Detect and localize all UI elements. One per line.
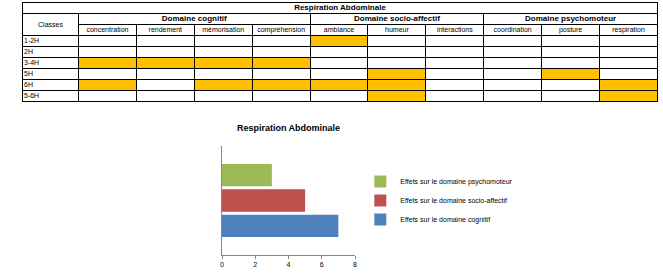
html-text:Domaine cognitif: Domaine cognitif <box>161 14 227 23</box>
svg-text:Effets sur le domaine psychomo: Effets sur le domaine psychomoteur <box>400 178 512 186</box>
html-text:1-2H: 1-2H <box>24 37 40 44</box>
html-text:respiration: respiration <box>612 26 645 33</box>
html-text:Respiration Abdominale: Respiration Abdominale <box>294 3 386 12</box>
svg-text:Effets sur le domaine cognitif: Effets sur le domaine cognitif <box>400 216 490 224</box>
html-text:Domaine psychomoteur: Domaine psychomoteur <box>525 14 617 23</box>
svg-text:Respiration Abdominale: Respiration Abdominale <box>237 123 340 133</box>
html-text:concentration: concentration <box>86 26 129 33</box>
svg-text:4: 4 <box>287 261 291 268</box>
html-text:compréhension: compréhension <box>257 26 305 33</box>
html-text:mémorisation: mémorisation <box>202 26 245 33</box>
html-text:ambiance: ambiance <box>323 26 355 33</box>
svg-text:0: 0 <box>220 261 224 268</box>
svg-text:2: 2 <box>253 261 257 268</box>
html-text:5-6H: 5-6H <box>24 92 40 99</box>
svg-text:8: 8 <box>353 261 357 268</box>
html-text:5H: 5H <box>24 70 33 77</box>
html-text:rendement: rendement <box>148 26 183 33</box>
html-text:interactions: interactions <box>436 26 473 33</box>
svg-text:6: 6 <box>320 261 324 268</box>
svg-text:Effets sur le domaine socio-af: Effets sur le domaine socio-affectif <box>400 197 507 204</box>
html-text:Classes: Classes <box>38 20 63 28</box>
html-text:posture: posture <box>558 26 583 33</box>
html-text:coordination: coordination <box>493 26 532 33</box>
html-text:3-4H: 3-4H <box>24 59 40 66</box>
html-text:humeur: humeur <box>385 26 409 33</box>
html-text:2H: 2H <box>24 48 33 55</box>
html-text:Domaine socio-affectif: Domaine socio-affectif <box>354 14 440 23</box>
html-text:6H: 6H <box>24 81 33 88</box>
